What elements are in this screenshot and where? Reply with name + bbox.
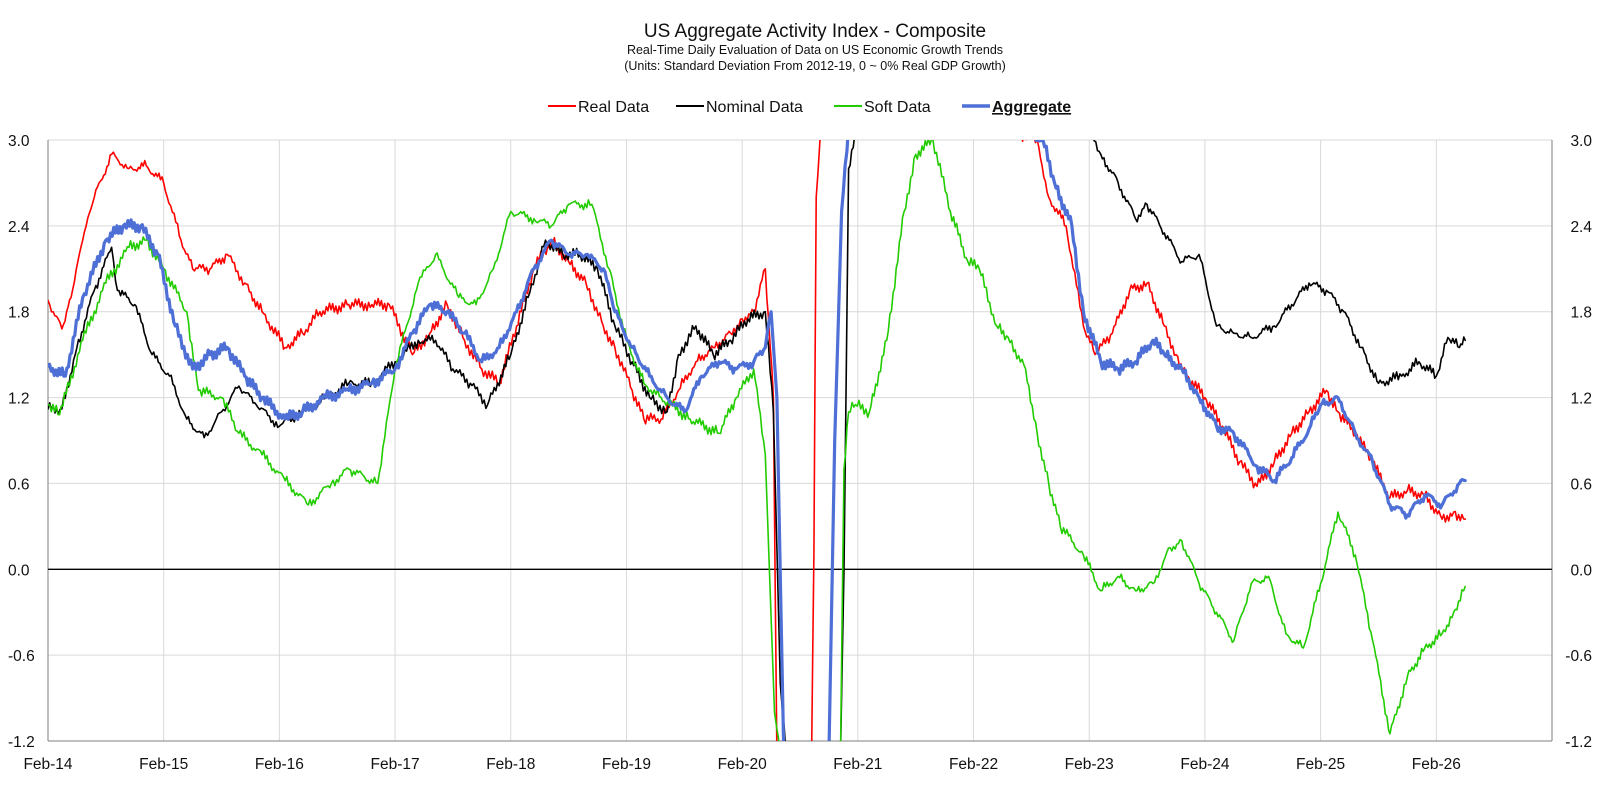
legend-label-aggregate: Aggregate (992, 99, 1071, 116)
chart-title: US Aggregate Activity Index - Composite (644, 21, 986, 42)
legend-item-nominal-data: Nominal Data (676, 99, 803, 116)
legend-item-real-data: Real Data (548, 99, 649, 116)
y-tick-label-left: -0.6 (8, 648, 35, 665)
x-tick-label: Feb-18 (486, 756, 535, 773)
legend-label-real-data: Real Data (578, 99, 649, 116)
y-tick-label-right: -0.6 (1565, 648, 1592, 665)
y-tick-label-left: 1.2 (8, 391, 30, 408)
y-tick-label-right: 1.8 (1570, 305, 1592, 322)
y-tick-label-right: 1.2 (1570, 391, 1592, 408)
series-line-nominal-data (48, 140, 1466, 741)
tick-labels: 3.0 3.0 2.4 2.4 1.8 1.8 1.2 1.2 0.6 0.6 0.0 0.0 -0.6… (8, 133, 1592, 773)
x-tick-label: Feb-17 (371, 756, 420, 773)
x-tick-label: Feb-26 (1412, 756, 1461, 773)
legend-item-soft-data: Soft Data (834, 99, 931, 116)
x-tick-label: Feb-23 (1065, 756, 1114, 773)
series-lines (48, 140, 1467, 741)
y-tick-label-left: 0.6 (8, 476, 30, 493)
axes (47, 140, 1553, 742)
legend-label-soft-data: Soft Data (864, 99, 931, 116)
series-line-aggregate (48, 140, 1467, 741)
y-tick-label-left: 0.0 (8, 562, 30, 579)
x-tick-label: Feb-16 (255, 756, 304, 773)
gridlines (47, 139, 1552, 742)
y-tick-label-right: 3.0 (1570, 133, 1592, 150)
y-tick-label-right: 0.0 (1570, 562, 1592, 579)
chart-subtitle-line-1: Real-Time Daily Evaluation of Data on US… (627, 43, 1003, 57)
x-tick-label: Feb-25 (1296, 756, 1345, 773)
y-tick-label-left: -1.2 (8, 734, 35, 751)
series-line-real-data (48, 140, 1466, 741)
y-tick-label-left: 2.4 (8, 219, 30, 236)
legend-item-aggregate: Aggregate (962, 99, 1071, 116)
x-tick-label: Feb-20 (718, 756, 767, 773)
x-tick-label: Feb-15 (139, 756, 188, 773)
x-tick-label: Feb-21 (833, 756, 882, 773)
y-tick-label-left: 3.0 (8, 133, 30, 150)
y-tick-label-left: 1.8 (8, 305, 30, 322)
x-tick-label: Feb-24 (1180, 756, 1229, 773)
y-tick-label-right: 0.6 (1570, 476, 1592, 493)
x-tick-label: Feb-22 (949, 756, 998, 773)
chart-subtitle-line-2: (Units: Standard Deviation From 2012-19,… (624, 59, 1006, 73)
x-tick-label: Feb-19 (602, 756, 651, 773)
x-tick-label: Feb-14 (23, 756, 72, 773)
y-tick-label-right: 2.4 (1570, 219, 1592, 236)
y-tick-label-right: -1.2 (1565, 734, 1592, 751)
series-line-soft-data (48, 140, 1466, 741)
legend: Real Data Nominal Data Soft Data Aggrega… (548, 99, 1071, 116)
legend-label-nominal-data: Nominal Data (706, 99, 803, 116)
